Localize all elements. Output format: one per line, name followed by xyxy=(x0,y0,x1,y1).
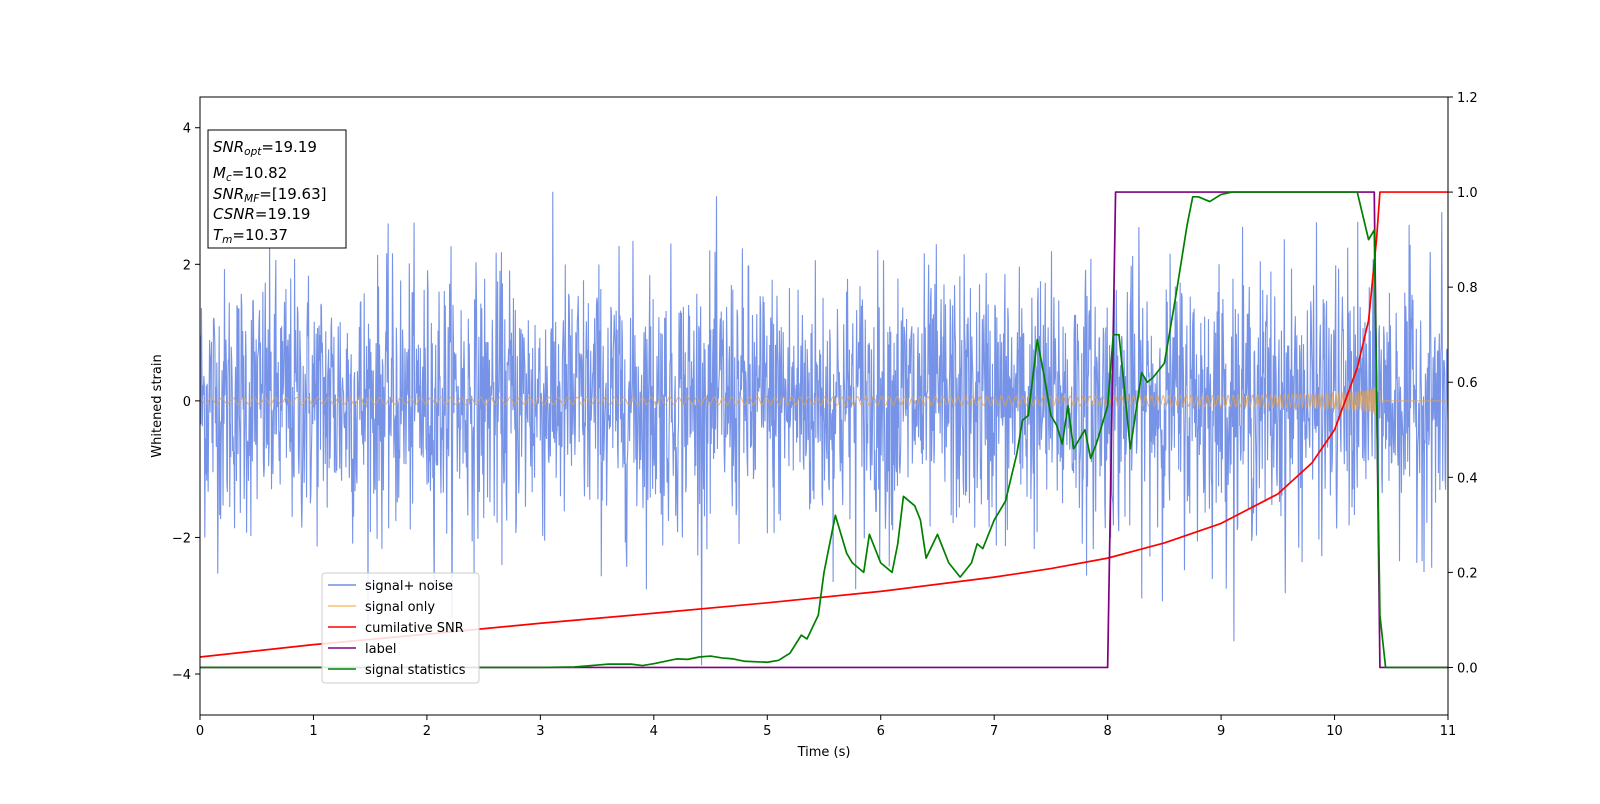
info-csnr: CSNR=19.19 xyxy=(213,205,310,223)
signal-only-line xyxy=(200,385,1448,416)
right-y-axis-ticks: 0.0 0.2 0.4 0.6 0.8 1.0 1.2 xyxy=(1448,91,1478,676)
y-left-tick-label: 4 xyxy=(183,122,191,137)
y-right-tick-label: 1.2 xyxy=(1457,91,1478,106)
left-y-axis-ticks: −4 −2 0 2 4 xyxy=(172,122,200,683)
x-tick-label: 5 xyxy=(763,724,771,739)
legend-label-signal-only: signal only xyxy=(365,600,435,615)
x-tick-label: 10 xyxy=(1326,724,1343,739)
info-snr-opt: SNRopt=19.19 xyxy=(213,138,317,158)
x-tick-label: 7 xyxy=(990,724,998,739)
y-right-tick-label: 0.8 xyxy=(1457,281,1478,296)
y-right-tick-label: 0.4 xyxy=(1457,471,1478,486)
y-left-tick-label: −4 xyxy=(172,668,191,683)
y-left-tick-label: −2 xyxy=(172,531,191,546)
signal-statistics-line xyxy=(200,191,1448,669)
x-tick-label: 4 xyxy=(650,724,658,739)
x-tick-label: 6 xyxy=(877,724,885,739)
y-right-tick-label: 0.6 xyxy=(1457,376,1478,391)
y-right-tick-label: 0.2 xyxy=(1457,566,1478,581)
cumulative-snr-line xyxy=(200,191,1448,658)
y-left-tick-label: 2 xyxy=(183,258,191,273)
legend-frame xyxy=(321,572,480,684)
legend-label-label: label xyxy=(365,642,396,657)
line-series xyxy=(200,191,1448,669)
info-box-frame xyxy=(207,129,347,249)
y-left-tick-label: 0 xyxy=(183,395,191,410)
y-axis-label: Whitened strain xyxy=(150,354,165,457)
x-tick-label: 2 xyxy=(423,724,431,739)
legend: signal+ noise signal only cumilative SNR… xyxy=(321,572,480,684)
info-mc: Mc=10.82 xyxy=(213,164,287,184)
signal-only-series xyxy=(200,385,1448,416)
info-box: SNRopt=19.19 Mc=10.82 SNRMF=[19.63] CSNR… xyxy=(207,129,347,249)
plot-frame xyxy=(199,96,1449,716)
x-tick-label: 0 xyxy=(196,724,204,739)
signal-plus-noise-series xyxy=(200,191,1448,666)
x-tick-label: 9 xyxy=(1217,724,1225,739)
legend-label-signal-noise: signal+ noise xyxy=(365,579,453,594)
x-axis-label: Time (s) xyxy=(797,745,851,760)
x-tick-label: 11 xyxy=(1440,724,1457,739)
y-right-tick-label: 0.0 xyxy=(1457,661,1478,676)
legend-label-signal-statistics: signal statistics xyxy=(365,663,466,678)
x-tick-label: 8 xyxy=(1103,724,1111,739)
x-tick-label: 3 xyxy=(536,724,544,739)
signal-plus-noise-line xyxy=(200,191,1448,666)
y-right-tick-label: 1.0 xyxy=(1457,186,1478,201)
info-tm: Tm=10.37 xyxy=(213,226,288,246)
x-axis-ticks: 0 1 2 3 4 5 6 7 8 9 10 11 xyxy=(196,715,1456,739)
x-tick-label: 1 xyxy=(309,724,317,739)
info-snr-mf: SNRMF=[19.63] xyxy=(213,185,327,205)
legend-label-cumulative-snr: cumilative SNR xyxy=(365,621,464,636)
